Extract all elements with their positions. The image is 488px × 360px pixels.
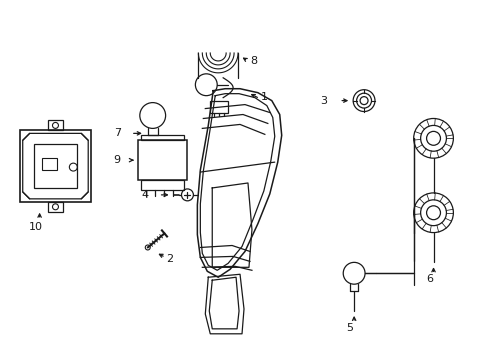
Text: 5: 5 xyxy=(346,323,353,333)
Bar xyxy=(141,135,184,140)
Text: 9: 9 xyxy=(113,155,120,165)
Text: 6: 6 xyxy=(425,274,432,284)
Bar xyxy=(141,180,184,190)
Text: 7: 7 xyxy=(114,129,121,138)
Bar xyxy=(34,144,77,188)
Bar xyxy=(138,140,187,180)
Bar xyxy=(41,158,57,170)
Bar xyxy=(20,130,91,202)
Text: 10: 10 xyxy=(29,222,42,231)
Bar xyxy=(210,100,228,113)
Text: 2: 2 xyxy=(166,255,173,264)
Text: 3: 3 xyxy=(320,96,326,105)
Text: 8: 8 xyxy=(249,56,257,66)
Text: 4: 4 xyxy=(142,190,148,200)
Text: 1: 1 xyxy=(260,92,267,102)
Bar xyxy=(47,202,63,212)
Bar xyxy=(47,121,63,130)
